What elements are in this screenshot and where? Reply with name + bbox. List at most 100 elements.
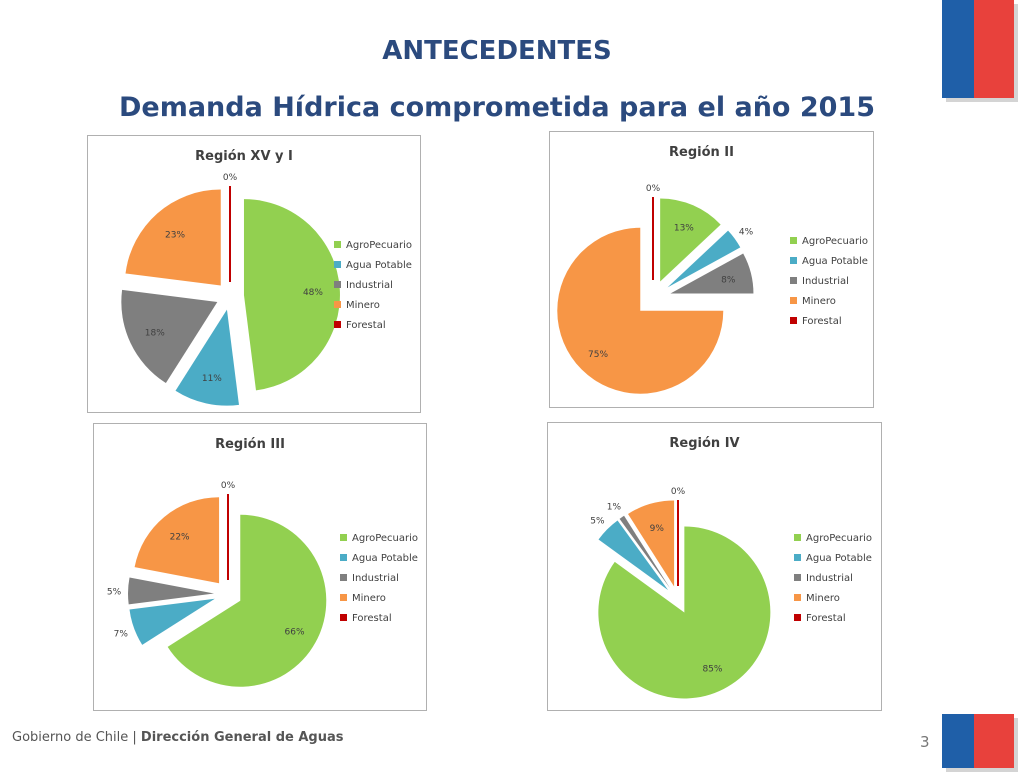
pie-slice-agua-potable [129,598,215,645]
data-label-agropecuario: 66% [285,628,305,638]
data-label-forestal: 0% [671,487,686,497]
pie-slice-agropecuario [243,199,340,391]
legend-label-agua-potable: Agua Potable [352,553,418,564]
legend-swatch-agropecuario [794,534,801,541]
pie-slice-agropecuario [660,198,721,282]
legend-label-industrial: Industrial [346,280,393,291]
legend-label-industrial: Industrial [806,573,853,584]
data-label-forestal: 0% [221,481,236,491]
legend-label-agua-potable: Agua Potable [806,553,872,564]
pie-slice-minero [134,497,220,584]
data-label-industrial: 5% [107,587,122,597]
legend-swatch-forestal [334,321,341,328]
chart-title: Región II [669,145,734,160]
footer-dept: Dirección General de Aguas [140,730,344,745]
flag-blue-stripe [942,0,974,98]
legend-swatch-agua-potable [340,554,347,561]
pie-chart-svg: Región IV 85% 5%1% 9% 0% AgroPecuario Agua Pot… [590,436,872,699]
legend-label-forestal: Forestal [806,613,846,624]
legend-label-minero: Minero [352,593,386,604]
pie-chart-svg: Región XV y I 48% 11% 18% 23% 0% AgroPecuario A… [121,149,412,406]
pie-slice-agua-potable [598,520,669,591]
pie-chart-svg: Región III 66% 7% 5% 22% 0% AgroPecuario Agua P… [107,437,418,687]
data-label-minero: 23% [165,231,185,241]
chart-region-xv-i: Región XV y I 48% 11% 18% 23% 0% AgroPecuario A… [87,135,421,413]
legend-label-industrial: Industrial [352,573,399,584]
legend-swatch-minero [794,594,801,601]
flag-blue-stripe [942,714,974,768]
legend-swatch-industrial [334,281,341,288]
pie-slice-minero [557,227,724,394]
legend-label-agropecuario: AgroPecuario [806,533,872,544]
pie-slice-agropecuario [598,526,771,699]
legend-label-minero: Minero [806,593,840,604]
legend-swatch-agropecuario [790,237,797,244]
data-label-industrial: 8% [721,276,736,286]
data-label-industrial: 1% [607,503,622,513]
legend-swatch-industrial [790,277,797,284]
legend-swatch-agua-potable [790,257,797,264]
legend-label-forestal: Forestal [802,316,842,327]
data-label-agua-potable: 7% [114,630,129,640]
legend-label-minero: Minero [802,296,836,307]
chart-region-iv: Región IV 85% 5% 1% 9% 0% AgroPecuario Agua Pot… [547,422,882,711]
legend-label-forestal: Forestal [352,613,392,624]
data-label-industrial: 18% [145,328,165,338]
data-label-minero: 75% [588,350,608,360]
data-label-agropecuario: 48% [303,288,323,298]
pie-slice-minero [125,189,221,286]
pie-slice-industrial [619,515,671,589]
pie-chart-svg: Región II 13% 4% 8% 75% 0% AgroPecuario Agua Po… [557,145,868,394]
data-label-agropecuario: 13% [674,224,694,234]
legend-swatch-minero [334,301,341,308]
data-label-agropecuario: 85% [702,665,722,675]
pie-slice-minero [628,500,675,587]
legend-swatch-agropecuario [334,241,341,248]
data-label-agua-potable: 5% [590,516,605,526]
legend-label-forestal: Forestal [346,320,386,331]
legend-label-agropecuario: AgroPecuario [352,533,418,544]
legend-swatch-industrial [340,574,347,581]
pie-slice-industrial [670,253,754,294]
pie-slice-agropecuario [167,514,327,687]
footer: Gobierno de Chile | Dirección General de… [12,730,343,745]
legend-label-agropecuario: AgroPecuario [802,236,868,247]
legend-swatch-forestal [340,614,347,621]
flag-decoration-top [942,0,1018,102]
chart-region-iii: Región III 66% 7% 5% 22% 0% AgroPecuario Agua P… [93,423,427,711]
legend-swatch-minero [790,297,797,304]
pie-slice-industrial [121,289,218,384]
data-label-agua-potable: 4% [739,227,754,237]
legend-label-industrial: Industrial [802,276,849,287]
pie-slice-agua-potable [175,309,239,406]
data-label-agua-potable: 11% [202,374,222,384]
pie-slice-industrial [128,577,215,605]
legend-label-agua-potable: Agua Potable [346,260,412,271]
legend-swatch-minero [340,594,347,601]
slide-title: ANTECEDENTES [382,36,612,66]
footer-org: Gobierno de Chile [12,730,129,745]
legend-label-agropecuario: AgroPecuario [346,240,412,251]
slide-subtitle: Demanda Hídrica comprometida para el año… [118,92,876,123]
flag-decoration-bottom [942,714,1018,772]
legend-swatch-forestal [790,317,797,324]
data-label-forestal: 0% [646,184,661,194]
chart-region-ii: Región II 13% 4% 8% 75% 0% AgroPecuario Agua Po… [549,131,874,408]
chart-title: Región III [215,437,285,452]
data-label-minero: 9% [650,524,665,534]
data-label-minero: 22% [170,533,190,543]
legend-swatch-industrial [794,574,801,581]
legend-label-agua-potable: Agua Potable [802,256,868,267]
page-number: 3 [920,733,930,751]
legend-swatch-agropecuario [340,534,347,541]
legend-swatch-agua-potable [794,554,801,561]
chart-title: Región XV y I [195,149,293,164]
legend-swatch-agua-potable [334,261,341,268]
data-label-forestal: 0% [223,173,238,183]
flag-red-stripe [974,714,1014,768]
pie-slice-agua-potable [667,230,741,288]
chart-title: Región IV [669,436,739,451]
footer-separator: | [128,730,141,745]
flag-red-stripe [974,0,1014,98]
legend-swatch-forestal [794,614,801,621]
